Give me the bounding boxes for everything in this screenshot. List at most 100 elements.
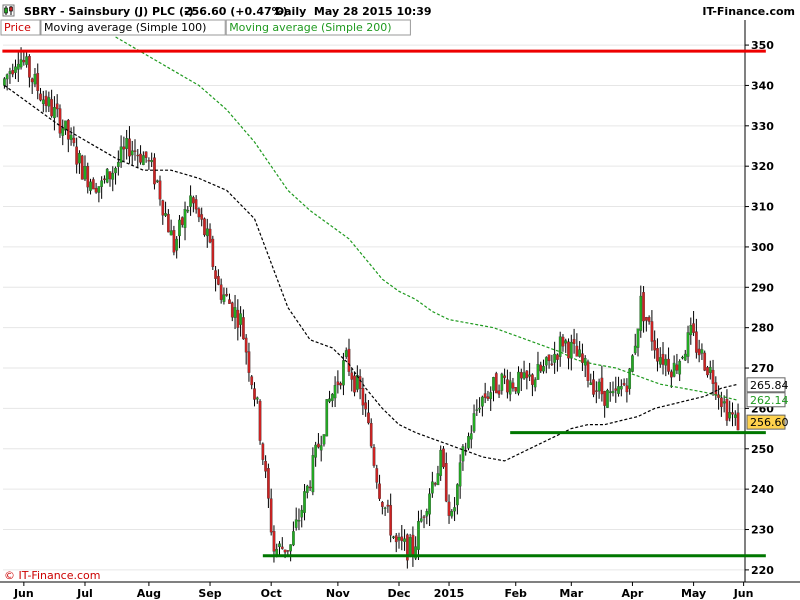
candle-body: [78, 153, 81, 164]
x-tick-label: Sep: [198, 587, 221, 600]
candle-body: [472, 413, 476, 432]
candle-body: [278, 543, 281, 548]
candle-body: [594, 390, 598, 392]
candle-body: [130, 150, 134, 156]
candle-body: [675, 364, 679, 371]
candle-body: [255, 397, 259, 400]
candle-body: [305, 485, 309, 493]
candle-body: [611, 390, 615, 394]
candle-body: [114, 167, 117, 174]
candle-body: [533, 379, 537, 388]
candle-body: [658, 357, 662, 365]
candle-body: [272, 531, 276, 552]
candle-body: [111, 173, 115, 180]
candle-body: [225, 293, 229, 296]
candle-body: [528, 374, 531, 377]
legend-label: Price: [4, 21, 31, 34]
candle-body: [261, 443, 265, 460]
candle-body: [244, 337, 248, 353]
candle-body: [219, 284, 223, 300]
legend-item[interactable]: [0, 19, 41, 36]
candle-body: [397, 537, 401, 541]
candle-body: [670, 371, 673, 378]
x-tick-label: Apr: [622, 587, 644, 600]
candle-body: [572, 339, 576, 344]
candle-body: [547, 354, 551, 362]
candle-body: [58, 108, 62, 134]
price-change: 256.60 (+0.47%): [184, 5, 288, 18]
candle-body: [228, 299, 231, 304]
candle-body: [30, 78, 34, 83]
candle-body: [575, 345, 579, 357]
candle-body: [192, 197, 195, 204]
candle-body: [461, 446, 465, 462]
x-tick-label: Jul: [76, 587, 93, 600]
candle-body: [447, 501, 451, 516]
candle-body: [150, 160, 154, 163]
price-label-box: [746, 414, 786, 430]
candle-body: [606, 389, 609, 408]
candle-body: [442, 448, 445, 468]
candle-body: [631, 355, 634, 372]
candle-body: [569, 341, 573, 359]
candle-body: [103, 178, 106, 180]
chart-header: SBRY - Sainsbury (J) PLC (-) 256.60 (+0.…: [0, 0, 800, 20]
candle-body: [239, 313, 242, 325]
candle-body: [519, 372, 523, 379]
candle-body: [286, 550, 290, 552]
legend-item[interactable]: [225, 19, 411, 36]
candle-body: [689, 325, 693, 336]
candle-body: [364, 402, 368, 410]
candle-body: [642, 292, 645, 322]
candle-body: [297, 520, 301, 522]
y-tick-label: 340: [751, 79, 774, 92]
candle-body: [494, 373, 498, 394]
brand-label: IT-Finance.com: [702, 5, 795, 18]
x-tick-label: Jun: [13, 587, 34, 600]
candle-body: [155, 180, 159, 182]
candle-body: [267, 468, 270, 499]
candle-body: [233, 307, 237, 318]
candle-body: [403, 538, 406, 542]
candle-body: [706, 367, 709, 376]
candle-body: [236, 309, 240, 328]
x-tick-label: May: [681, 587, 706, 600]
candle-body: [636, 328, 640, 348]
candle-body: [650, 321, 654, 342]
price-label: 262.14: [750, 394, 789, 407]
candle-body: [39, 93, 42, 101]
plot-area: [0, 20, 800, 583]
candle-body: [692, 323, 695, 333]
candle-body: [647, 317, 651, 322]
y-tick-label: 280: [751, 322, 774, 335]
candle-body: [333, 385, 337, 399]
chart-type-icon[interactable]: [2, 4, 15, 17]
candle-body: [511, 382, 515, 389]
candle-body: [94, 187, 98, 193]
candle-body: [708, 366, 712, 373]
legend-item[interactable]: [40, 19, 226, 36]
candle-body: [700, 349, 704, 354]
candle-body: [214, 270, 217, 279]
candle-body: [672, 362, 676, 377]
chart-title: SBRY - Sainsbury (J) PLC (-): [24, 5, 194, 18]
candle-body: [169, 230, 173, 236]
y-tick-label: 350: [751, 39, 774, 52]
candle-body: [250, 376, 254, 386]
candle-body: [83, 166, 87, 180]
candle-body: [561, 336, 565, 347]
candle-body: [72, 137, 76, 144]
candle-body: [97, 186, 101, 193]
candle-body: [392, 536, 395, 538]
candle-body: [153, 157, 156, 185]
plot-background: [3, 37, 745, 582]
candle-body: [311, 455, 315, 493]
candle-body: [178, 219, 181, 237]
x-tick-label: Oct: [261, 587, 282, 600]
candle-body: [194, 199, 198, 210]
candle-body: [264, 461, 267, 472]
candle-body: [325, 399, 329, 437]
candle-body: [69, 134, 73, 140]
candle-body: [247, 351, 251, 373]
